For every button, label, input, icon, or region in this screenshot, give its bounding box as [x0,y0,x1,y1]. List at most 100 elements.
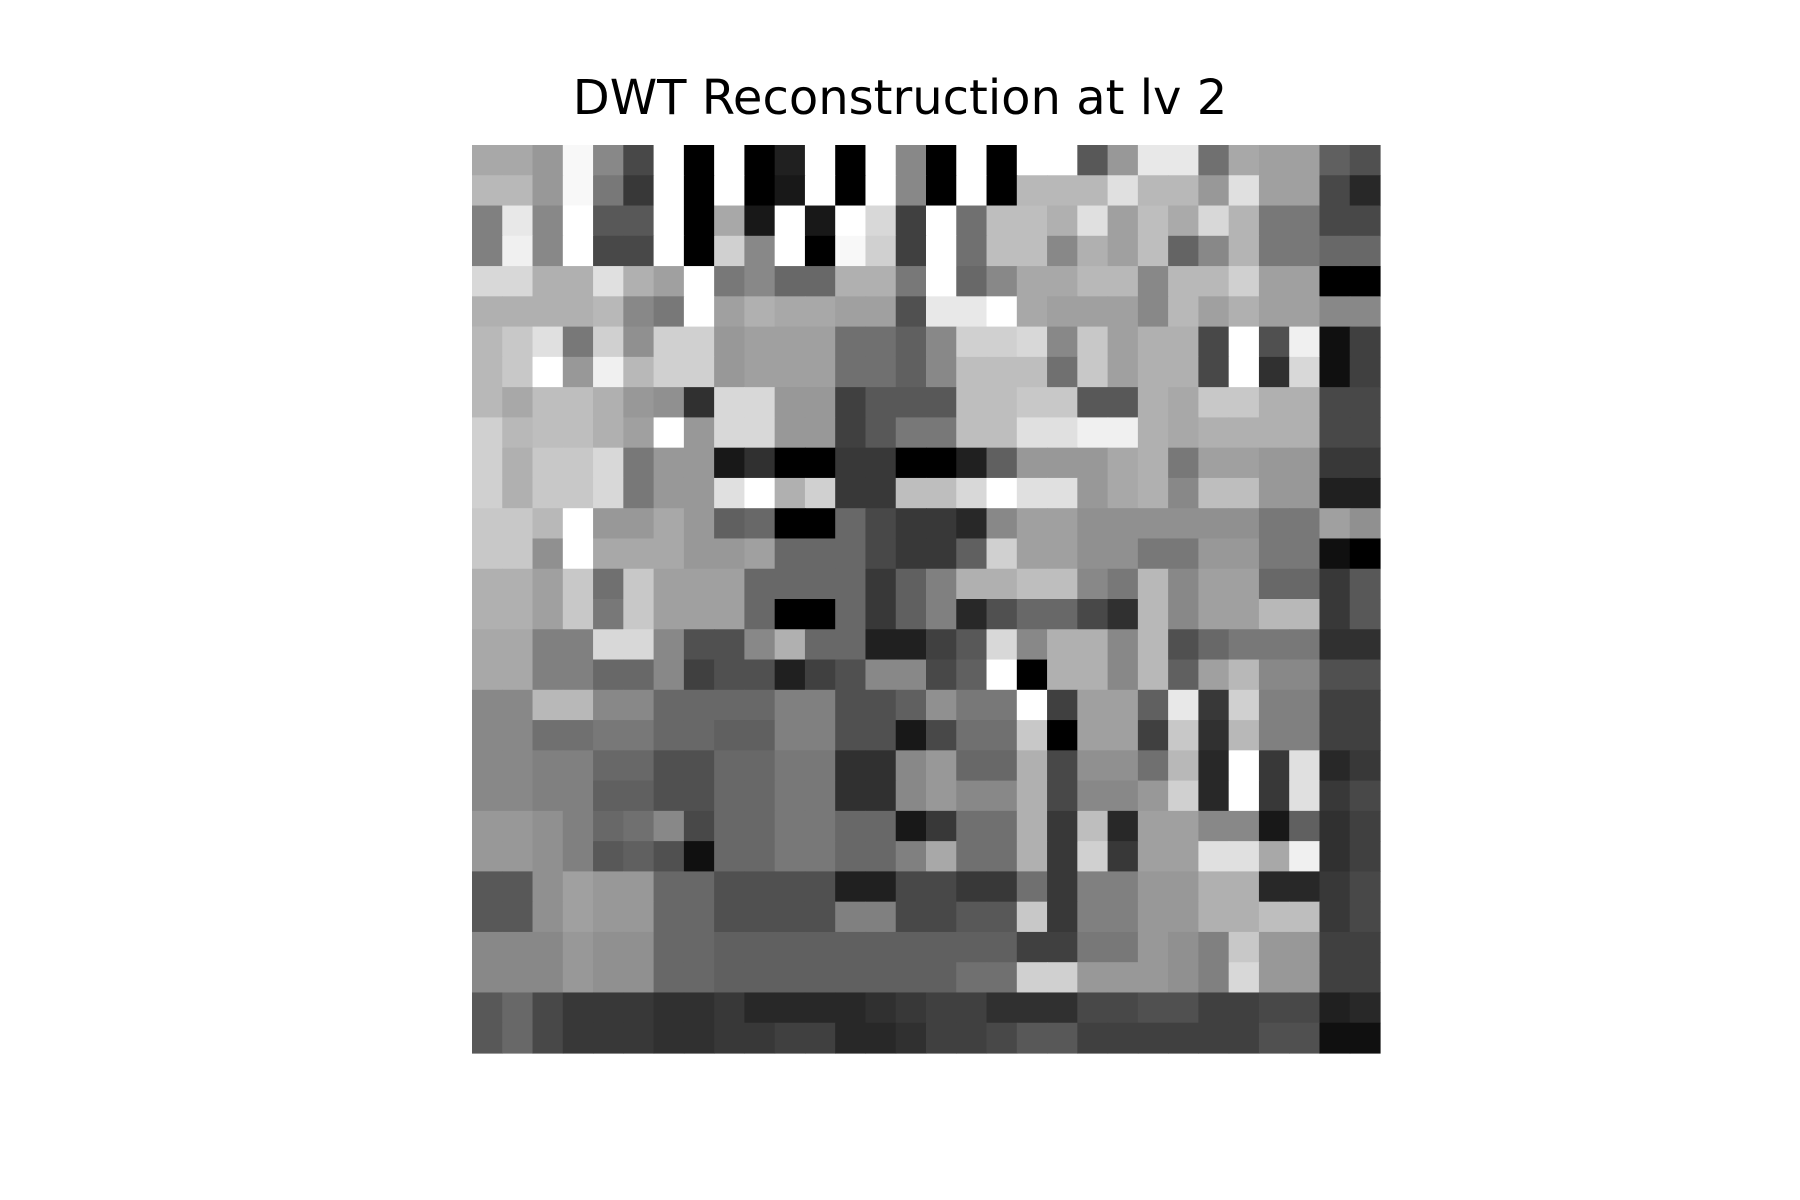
heatmap-cell [1349,871,1381,903]
heatmap-cell [1168,296,1199,328]
heatmap-cell [1319,387,1351,418]
heatmap-cell [1289,266,1321,297]
heatmap-cell [1107,235,1139,267]
heatmap-cell [1016,992,1048,1024]
heatmap-cell [532,356,564,388]
heatmap-cell [1168,841,1199,872]
heatmap-cell [895,568,927,600]
heatmap-cell [623,931,655,963]
heatmap-cell [532,720,564,751]
heatmap-cell [1319,931,1351,963]
heatmap-cell [1168,659,1199,691]
heatmap-cell [744,205,776,237]
heatmap-cell [835,992,867,1024]
heatmap-cell [653,780,685,812]
heatmap-cell [1137,992,1169,1024]
heatmap-cell [1319,599,1351,630]
heatmap-cell [1228,629,1260,661]
heatmap-cell [683,538,715,570]
heatmap-cell [774,205,806,237]
heatmap-cell [1228,326,1260,358]
heatmap-cell [653,689,685,721]
heatmap-cell [532,962,564,994]
heatmap-cell [1107,387,1139,418]
heatmap-cell [1137,780,1169,812]
heatmap-cell [562,447,594,479]
heatmap-cell [472,568,503,600]
heatmap-cell [835,599,867,630]
heatmap-cell [653,901,685,933]
heatmap-cell [1137,1022,1169,1054]
heatmap-cell [744,266,776,297]
heatmap-cell [532,538,564,570]
heatmap-cell [804,447,836,479]
heatmap-cell [1289,538,1321,570]
heatmap-cell [1047,205,1078,237]
heatmap-cell [1319,145,1351,176]
heatmap-cell [1289,175,1321,207]
heatmap-cell [683,387,715,418]
heatmap-cell [835,871,867,903]
heatmap-cell [835,356,867,388]
heatmap-cell [956,629,988,661]
heatmap-cell [865,508,897,540]
heatmap-cell [744,417,776,449]
heatmap-cell [865,810,897,842]
heatmap-cell [1258,477,1290,509]
heatmap-cell [1289,447,1321,479]
heatmap-cell [562,689,594,721]
heatmap-cell [1258,962,1290,994]
heatmap-cell [593,901,624,933]
heatmap-cell [1137,962,1169,994]
heatmap-cell [593,508,624,540]
heatmap-cell [653,599,685,630]
heatmap-cell [1258,871,1290,903]
heatmap-cell [895,931,927,963]
heatmap-cell [804,962,836,994]
heatmap-cell [804,568,836,600]
chart-title: DWT Reconstruction at lv 2 [572,70,1228,126]
heatmap-cell [1016,720,1048,751]
heatmap-cell [1047,477,1078,509]
heatmap-cell [562,477,594,509]
heatmap-cell [1258,326,1290,358]
heatmap-cell [1258,841,1290,872]
heatmap-cell [774,296,806,328]
heatmap-cell [653,962,685,994]
heatmap-cell [623,235,655,267]
heatmap-cell [744,659,776,691]
heatmap-cell [502,538,534,570]
heatmap-cell [865,205,897,237]
heatmap-cell [956,962,988,994]
heatmap-cell [1289,1022,1321,1054]
heatmap-cell [926,175,957,207]
heatmap-cell [683,205,715,237]
heatmap-cell [502,1022,534,1054]
heatmap-cell [804,720,836,751]
heatmap-cell [1047,538,1078,570]
heatmap-cell [1258,235,1290,267]
heatmap-cell [1016,266,1048,297]
heatmap-cell [804,992,836,1024]
heatmap-cell [956,447,988,479]
heatmap-cell [532,568,564,600]
heatmap-cell [1289,417,1321,449]
heatmap-cell [986,145,1018,176]
heatmap-cell [1107,568,1139,600]
heatmap-cell [956,992,988,1024]
heatmap-cell [1319,659,1351,691]
heatmap-cell [1198,508,1230,540]
heatmap-cell [804,296,836,328]
heatmap-cell [562,720,594,751]
heatmap-cell [532,629,564,661]
heatmap-cell [683,659,715,691]
heatmap-cell [1258,780,1290,812]
heatmap-cell [593,387,624,418]
heatmap-cell [1258,145,1290,176]
heatmap-cell [1289,629,1321,661]
heatmap-cell [986,780,1018,812]
heatmap-cell [865,296,897,328]
heatmap-cell [1349,145,1381,176]
heatmap-cell [1107,750,1139,782]
heatmap-cell [1289,931,1321,963]
